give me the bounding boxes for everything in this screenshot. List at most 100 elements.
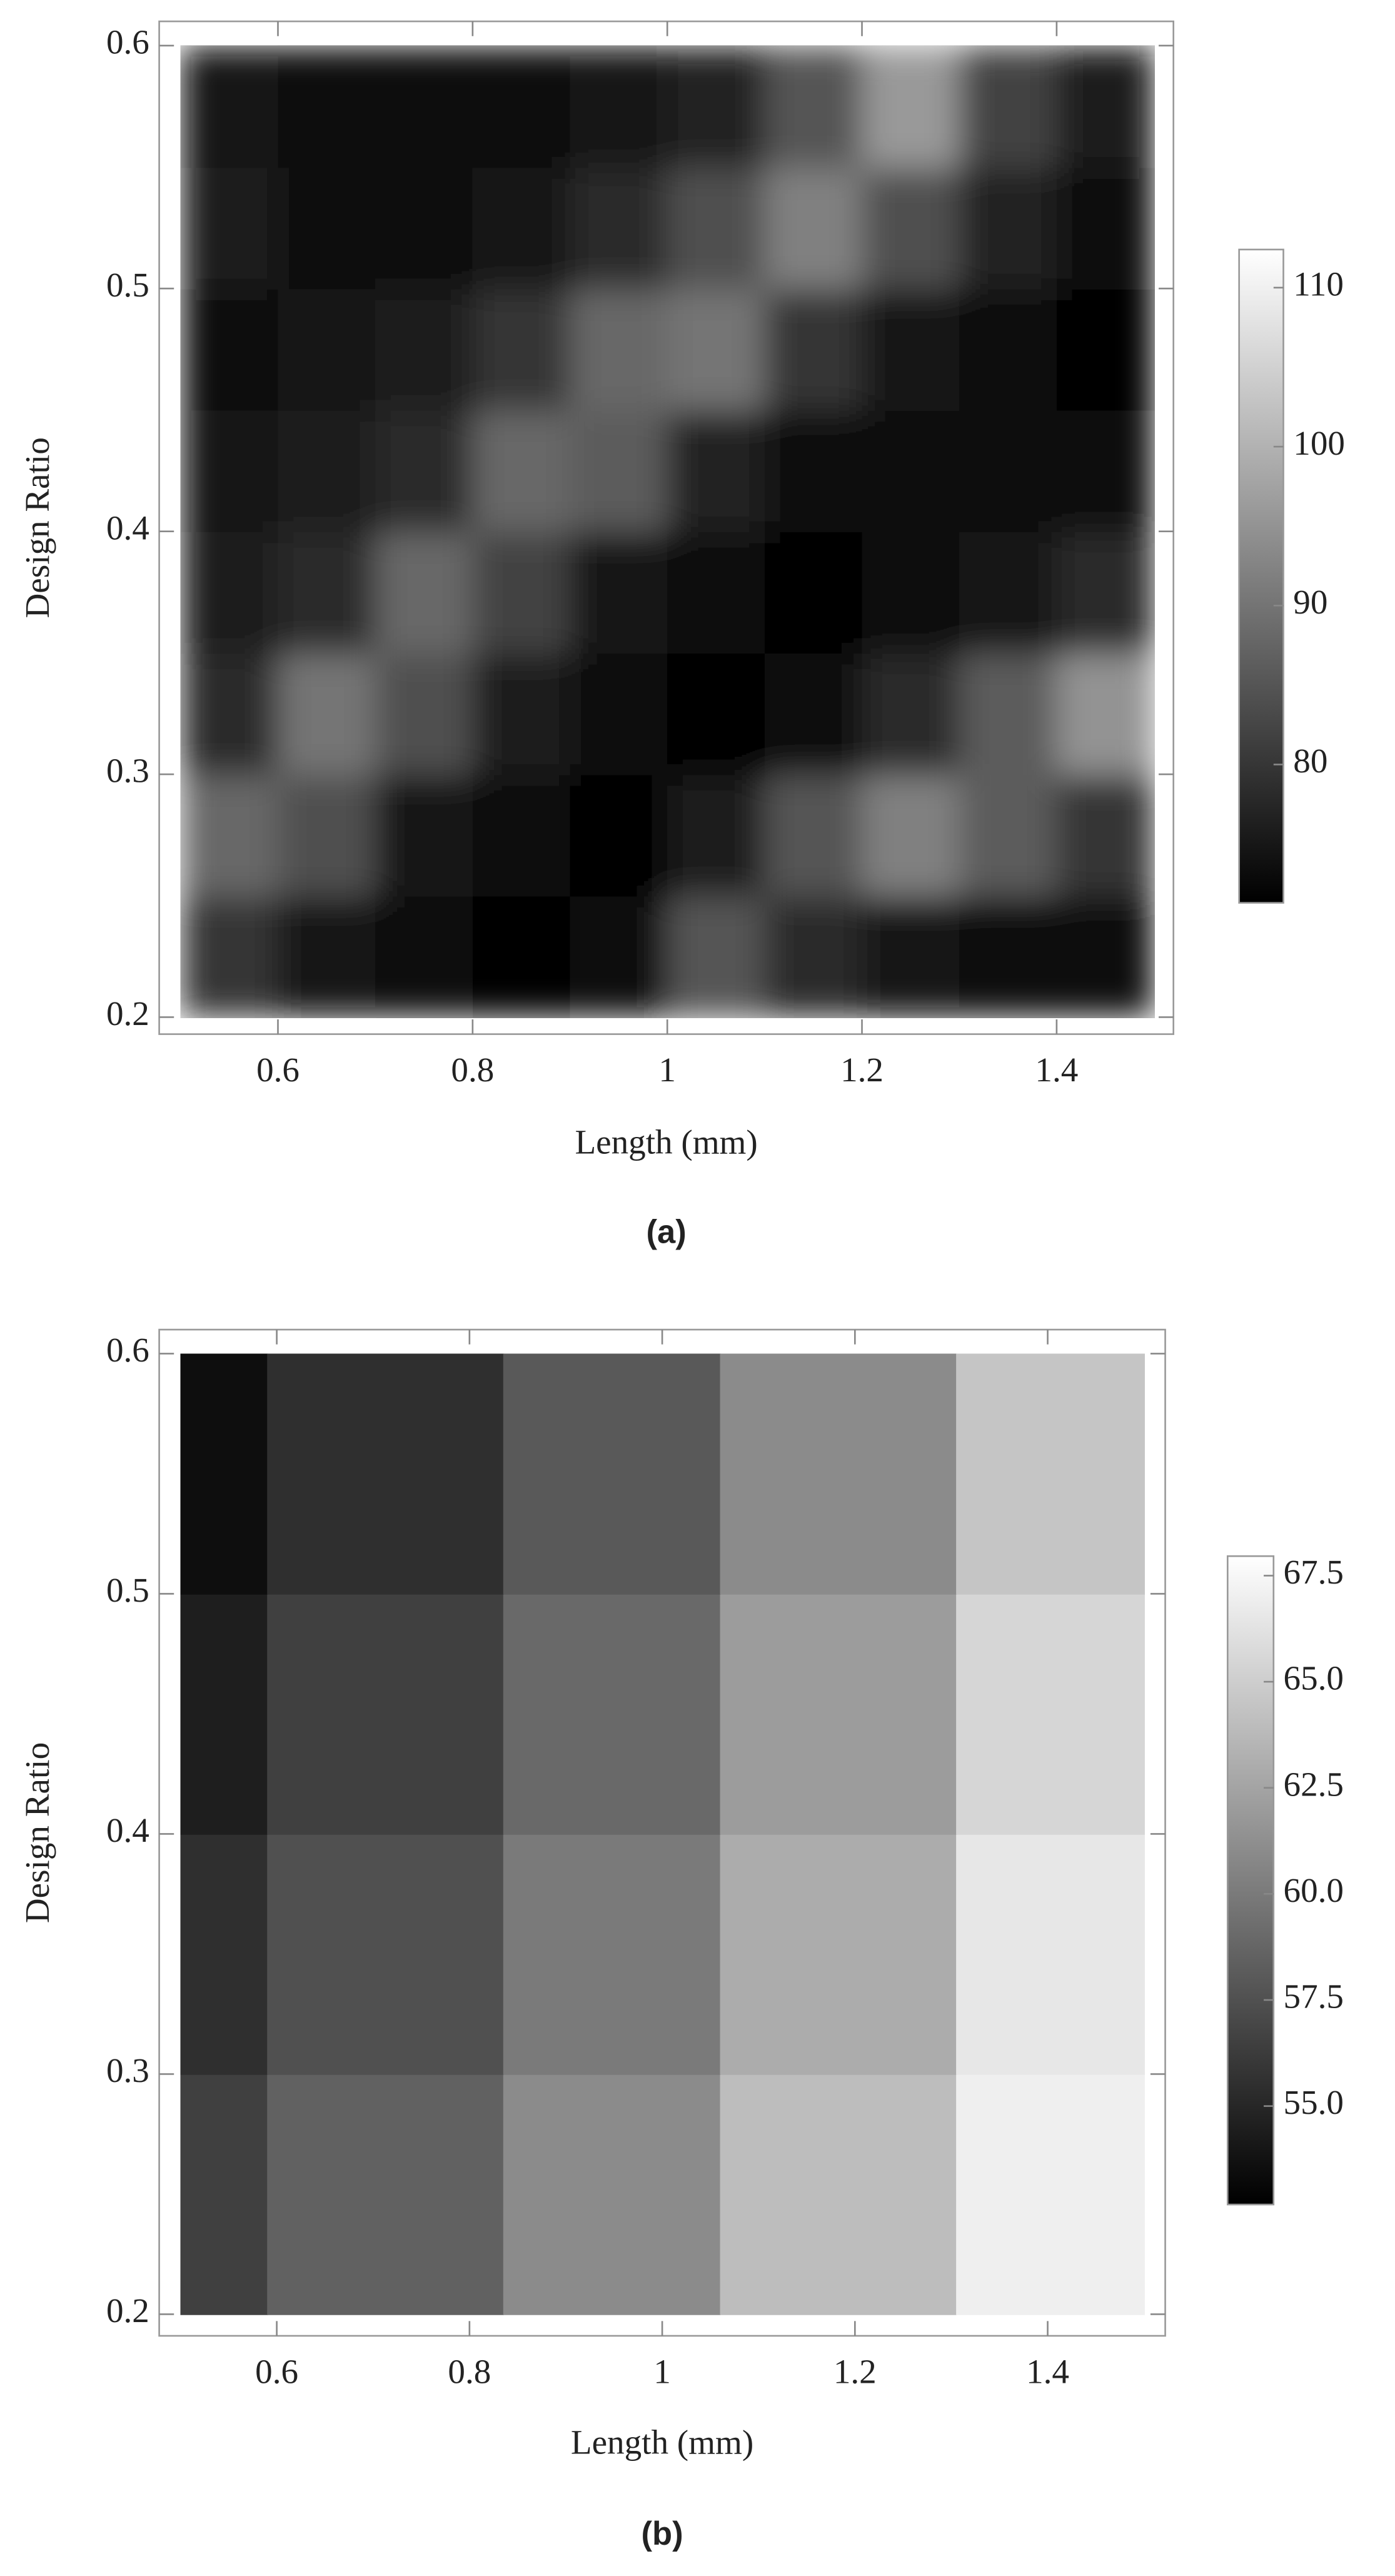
heatmap-cell: [720, 1594, 957, 1835]
heatmap-cell: [180, 1594, 268, 1835]
heatmap-cell: [267, 1594, 505, 1835]
heatmap-cell: [862, 410, 960, 533]
heatmap-cell: [375, 167, 474, 290]
x-tick-label: 1.4: [1026, 2353, 1069, 2391]
heatmap-cell: [862, 45, 960, 168]
caption: (b): [642, 2515, 683, 2552]
heatmap-cell: [472, 167, 571, 290]
heatmap-cell: [472, 410, 571, 533]
heatmap-cell: [570, 896, 668, 1018]
heatmap-cell: [472, 288, 571, 411]
x-tick-label: 1: [653, 2353, 671, 2391]
heatmap-cell: [959, 167, 1058, 290]
heatmap-cell: [472, 45, 571, 168]
colorbar-tick-label: 90: [1293, 583, 1327, 621]
heatmap-cell: [1056, 652, 1155, 775]
colorbar-tick-label: 57.5: [1284, 1977, 1344, 2016]
x-tick-label: 0.6: [255, 2353, 298, 2391]
y-tick-label: 0.4: [106, 508, 149, 547]
heatmap-cell: [180, 1353, 268, 1595]
heatmap-cell: [375, 531, 474, 654]
heatmap-cell: [180, 45, 279, 168]
heatmap-cell: [180, 531, 279, 654]
heatmap-cells: [180, 1353, 1145, 2315]
heatmap-cell: [267, 2074, 505, 2315]
y-tick-label: 0.2: [106, 994, 149, 1033]
heatmap-cell: [180, 1834, 268, 2075]
heatmap-cell: [667, 531, 766, 654]
heatmap-cell: [720, 1834, 957, 2075]
x-tick-label: 0.8: [448, 2353, 491, 2391]
heatmap-cell: [959, 652, 1058, 775]
heatmap-cells: [180, 45, 1155, 1018]
x-tick-label: 1.4: [1035, 1051, 1078, 1089]
heatmap-cell: [472, 652, 571, 775]
colorbar-tick-label: 80: [1293, 742, 1327, 780]
heatmap-cell: [667, 45, 766, 168]
heatmap-cell: [720, 1353, 957, 1595]
heatmap-cell: [278, 652, 376, 775]
x-axis-label: Length (mm): [575, 1123, 757, 1161]
heatmap-cell: [180, 167, 279, 290]
heatmap-cell: [570, 774, 668, 897]
heatmap-cell: [764, 45, 863, 168]
heatmap-cell: [278, 774, 376, 897]
heatmap-cell: [180, 410, 279, 533]
heatmap-cell: [503, 1594, 721, 1835]
colorbar-tick-label: 60.0: [1284, 1871, 1344, 1909]
x-tick-label: 0.6: [256, 1051, 300, 1089]
colorbar-tick-label: 67.5: [1284, 1553, 1344, 1591]
heatmap-cell: [862, 896, 960, 1018]
heatmap-cell: [267, 1353, 505, 1595]
heatmap-cell: [503, 1353, 721, 1595]
heatmap-cell: [862, 288, 960, 411]
y-tick-label: 0.3: [106, 752, 149, 790]
x-tick-label: 0.8: [451, 1051, 494, 1089]
heatmap-cell: [570, 410, 668, 533]
heatmap-cell: [180, 2074, 268, 2315]
colorbar-tick-label: 100: [1293, 424, 1345, 462]
heatmap-cell: [375, 288, 474, 411]
heatmap-cell: [180, 774, 279, 897]
heatmap-cell: [278, 896, 376, 1018]
heatmap-cell: [278, 45, 376, 168]
heatmap-cell: [472, 896, 571, 1018]
colorbar-tick-label: 110: [1293, 265, 1344, 303]
heatmap-cell: [1056, 410, 1155, 533]
heatmap-cell: [570, 45, 668, 168]
x-tick-label: 1.2: [840, 1051, 884, 1089]
heatmap-cell: [764, 167, 863, 290]
heatmap-cell: [375, 45, 474, 168]
heatmap-cell: [667, 774, 766, 897]
heatmap-cell: [959, 288, 1058, 411]
heatmap-cell: [764, 288, 863, 411]
heatmap-cell: [667, 652, 766, 775]
heatmap-cell: [959, 896, 1058, 1018]
heatmap-cell: [180, 652, 279, 775]
y-axis-label: Design Ratio: [18, 437, 56, 618]
heatmap-cell: [278, 531, 376, 654]
heatmap-cell: [720, 2074, 957, 2315]
heatmap-cell: [1056, 774, 1155, 897]
heatmap-cell: [764, 410, 863, 533]
heatmap-cell: [503, 2074, 721, 2315]
y-tick-label: 0.5: [106, 266, 149, 304]
heatmap-cell: [472, 774, 571, 897]
heatmap-cell: [1056, 45, 1155, 168]
heatmap-cell: [180, 288, 279, 411]
heatmap-cell: [1056, 288, 1155, 411]
y-tick-label: 0.6: [106, 23, 149, 61]
heatmap-cell: [862, 652, 960, 775]
heatmap-cell: [667, 410, 766, 533]
heatmap-cell: [956, 2074, 1145, 2315]
heatmap-cell: [375, 774, 474, 897]
heatmap-cell: [1056, 531, 1155, 654]
colorbar-tick-label: 55.0: [1284, 2083, 1344, 2121]
heatmap-cell: [278, 288, 376, 411]
caption: (a): [647, 1214, 687, 1251]
heatmap-cell: [959, 45, 1058, 168]
heatmap-cell: [959, 774, 1058, 897]
heatmap-cell: [570, 288, 668, 411]
heatmap-cell: [570, 652, 668, 775]
